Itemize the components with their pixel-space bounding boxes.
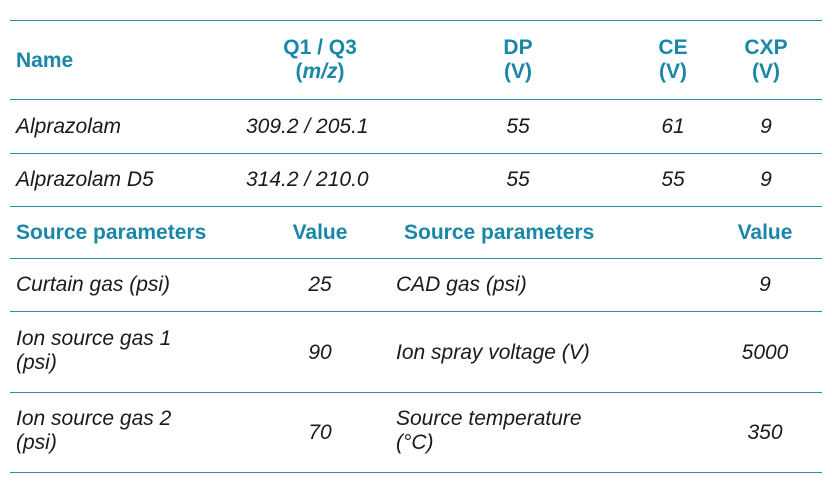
- row-cxp: 9: [760, 115, 772, 138]
- source-param-left-line2: (psi): [16, 351, 57, 374]
- source-param-right-line2: (°C): [396, 431, 434, 454]
- source-param-right: Source temperature (°C): [396, 407, 582, 455]
- source-param-left: Ion source gas 2 (psi): [16, 407, 171, 455]
- row-q1q3: 309.2 / 205.1: [246, 115, 369, 138]
- source-param-right: Ion spray voltage (V): [396, 341, 590, 364]
- source-param-left-line1: Ion source gas 2: [16, 407, 172, 430]
- header-q1q3-paren-close: ): [337, 60, 345, 83]
- header-value-left: Value: [292, 221, 348, 244]
- row-name: Alprazolam: [16, 115, 122, 138]
- source-param-left: Curtain gas (psi): [16, 273, 171, 296]
- row-cxp: 9: [760, 168, 772, 191]
- source-param-right: CAD gas (psi): [396, 273, 527, 296]
- row-dp: 55: [506, 168, 530, 191]
- row-dp: 55: [506, 115, 530, 138]
- header-ce-line2: (V): [659, 60, 687, 83]
- row-divider: [10, 153, 822, 154]
- table-bottom-rule: [10, 472, 822, 473]
- source-param-right-line1: Source temperature: [396, 407, 582, 430]
- header-name: Name: [16, 49, 74, 72]
- header-q1q3: Q1 / Q3 (m/z): [240, 36, 400, 84]
- header-ce-line1: CE: [658, 36, 688, 59]
- row-ce: 61: [661, 115, 685, 138]
- source-param-left-line2: (psi): [16, 431, 57, 454]
- header-q1q3-paren-open: (: [295, 60, 303, 83]
- source-value-right: 9: [759, 273, 771, 296]
- source-param-left: Ion source gas 1 (psi): [16, 327, 171, 375]
- header-dp-line1: DP: [503, 36, 533, 59]
- header-ce: CE (V): [638, 36, 708, 84]
- row-divider: [10, 206, 822, 207]
- header-dp: DP (V): [478, 36, 558, 84]
- table-top-rule: [10, 20, 822, 21]
- header-cxp: CXP (V): [726, 36, 806, 84]
- row-divider: [10, 392, 822, 393]
- header-q1q3-line1: Q1 / Q3: [283, 36, 357, 59]
- source-value-left: 90: [308, 341, 332, 364]
- header-bottom-rule: [10, 99, 822, 100]
- source-header-rule: [10, 258, 822, 259]
- header-q1q3-line2: (m/z): [240, 60, 400, 84]
- header-value-right: Value: [737, 221, 793, 244]
- source-value-right: 5000: [741, 341, 789, 364]
- row-ce: 55: [661, 168, 685, 191]
- header-q1q3-unit: m/z: [302, 60, 338, 83]
- header-dp-line2: (V): [504, 60, 532, 83]
- source-value-left: 70: [308, 421, 332, 444]
- header-cxp-line1: CXP: [744, 36, 788, 59]
- source-param-left-line1: Ion source gas 1: [16, 327, 172, 350]
- header-source-parameters-left: Source parameters: [16, 221, 207, 244]
- row-q1q3: 314.2 / 210.0: [246, 168, 369, 191]
- header-source-parameters-right: Source parameters: [404, 221, 595, 244]
- source-value-right: 350: [747, 421, 783, 444]
- row-name: Alprazolam D5: [16, 168, 154, 191]
- row-divider: [10, 311, 822, 312]
- source-value-left: 25: [308, 273, 332, 296]
- header-cxp-line2: (V): [752, 60, 780, 83]
